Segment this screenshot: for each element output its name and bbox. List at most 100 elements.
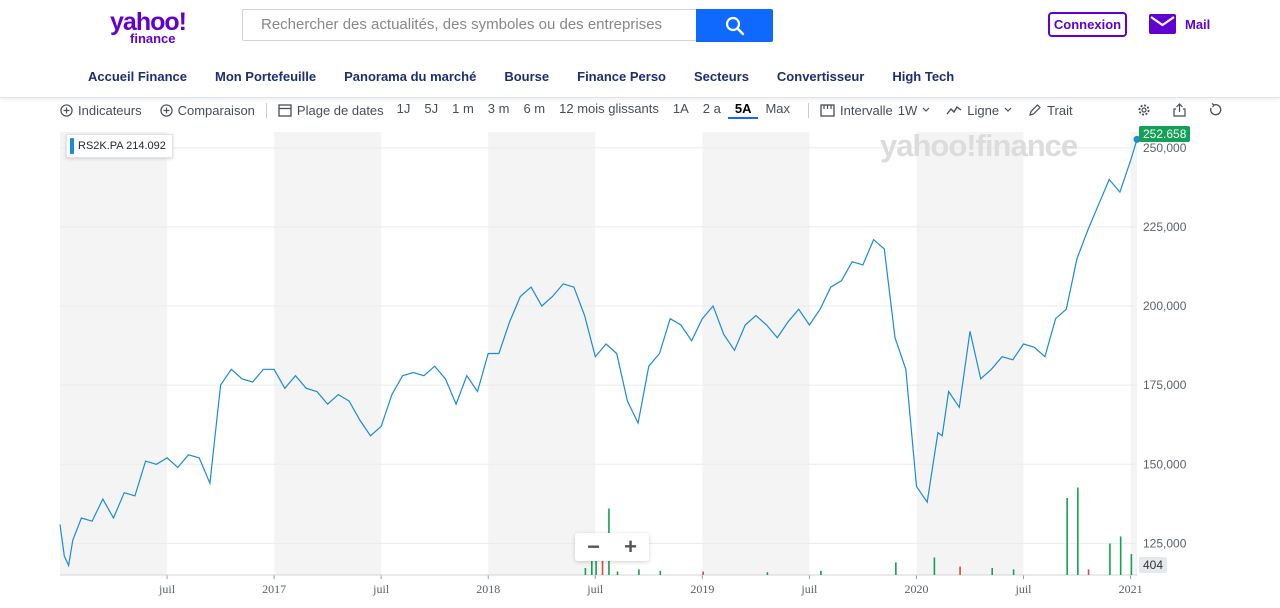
- range-option-0[interactable]: 1J: [396, 101, 411, 116]
- chart-canvas[interactable]: 125,000 150,000 175,000 200,000 225,000 250,0…: [0, 124, 1280, 608]
- chart-watermark: yahoo!finance: [880, 128, 1078, 163]
- signin-button[interactable]: Connexion: [1048, 12, 1127, 37]
- ticker-symbol: RS2K.PA: [78, 140, 124, 152]
- indicators-button[interactable]: Indicateurs: [60, 103, 142, 118]
- nav-item-6[interactable]: Convertisseur: [776, 69, 865, 84]
- plus-circle-icon: [60, 103, 73, 117]
- price-chart[interactable]: 125,000 150,000 175,000 200,000 225,000 250,0…: [0, 124, 1280, 608]
- volume-bar: [1077, 487, 1079, 575]
- range-option-1[interactable]: 5J: [424, 101, 439, 116]
- reset-button[interactable]: [1208, 103, 1222, 117]
- logo-brand: yahoo!: [110, 8, 187, 36]
- volume-bar: [959, 566, 961, 575]
- volume-bar: [616, 571, 619, 575]
- chart-toolbar: Indicateurs Comparaison Plage de dates 1…: [60, 99, 1230, 121]
- volume-bar: [601, 547, 604, 575]
- range-option-8[interactable]: 5A: [727, 101, 759, 119]
- share-button[interactable]: [1173, 103, 1186, 117]
- comparison-button[interactable]: Comparaison: [159, 102, 255, 118]
- volume-bar: [584, 568, 587, 575]
- chart-band: [60, 132, 168, 575]
- interval-label: Intervalle: [840, 102, 893, 118]
- calendar-icon: [278, 104, 292, 117]
- date-range-button[interactable]: Plage de dates: [278, 103, 384, 118]
- gear-icon: [1138, 104, 1150, 116]
- y-tick-label: 225,000: [1143, 220, 1187, 234]
- logo-sub: finance: [130, 31, 176, 46]
- range-option-6[interactable]: 1A: [672, 101, 689, 116]
- volume-bar: [1012, 569, 1015, 575]
- plus-circle-icon: [159, 103, 173, 117]
- range-option-2[interactable]: 1 m: [452, 101, 474, 116]
- volume-bar: [933, 557, 936, 575]
- y-tick-label: 150,000: [1143, 457, 1187, 471]
- last-price-dot: [1133, 135, 1141, 143]
- chart-band: [274, 132, 382, 575]
- draw-label: Trait: [1047, 102, 1073, 118]
- x-tick-label: juil: [372, 582, 390, 596]
- x-tick-label: 2018: [476, 582, 500, 596]
- reset-icon: [1210, 103, 1222, 116]
- ticker-legend[interactable]: RS2K.PA 214.092: [66, 134, 173, 158]
- chevron-down-icon: [922, 107, 930, 112]
- volume-bar: [702, 571, 704, 575]
- toolbar-divider: [265, 102, 267, 118]
- nav-item-2[interactable]: Panorama du marché: [344, 69, 477, 84]
- nav-item-1[interactable]: Mon Portefeuille: [214, 69, 317, 84]
- x-tick-label: 2019: [690, 582, 714, 596]
- y-tick-label: 250,000: [1143, 141, 1187, 155]
- last-price-badge: 252.658: [1139, 126, 1191, 142]
- x-tick-label: 2020: [904, 582, 928, 596]
- nav-item-3[interactable]: Bourse: [504, 69, 550, 84]
- zoom-out-button[interactable]: −: [587, 534, 600, 559]
- range-option-4[interactable]: 6 m: [523, 101, 546, 116]
- chevron-down-icon: [1004, 107, 1012, 112]
- ticker-value: 214.092: [126, 140, 166, 152]
- range-option-5[interactable]: 12 mois glissants: [559, 101, 659, 116]
- volume-bar: [638, 569, 640, 575]
- volume-badge: 404: [1139, 557, 1168, 573]
- x-tick-label: juil: [800, 582, 818, 596]
- yahoo-finance-logo[interactable]: yahoo! finance: [102, 8, 194, 46]
- x-tick-label: 2021: [1119, 582, 1143, 596]
- pencil-icon: [1029, 104, 1041, 116]
- chart-band: [488, 132, 596, 575]
- range-option-3[interactable]: 3 m: [487, 101, 510, 116]
- draw-button[interactable]: Trait: [1028, 103, 1073, 118]
- y-tick-label: 175,000: [1143, 378, 1187, 392]
- mail-link[interactable]: Mail: [1149, 14, 1210, 34]
- chart-type-label: Ligne: [967, 102, 1000, 118]
- volume-bar: [1119, 536, 1122, 575]
- volume-bar: [820, 570, 822, 575]
- chart-band: [1130, 132, 1137, 575]
- settings-button[interactable]: [1137, 103, 1151, 117]
- chart-type-button[interactable]: Ligne: [946, 103, 1012, 118]
- search-button[interactable]: [696, 9, 773, 42]
- main-nav: Accueil Finance Mon Portefeuille Panorama …: [74, 69, 968, 84]
- nav-item-7[interactable]: High Tech: [892, 69, 955, 84]
- indicators-label: Indicateurs: [78, 102, 142, 118]
- share-icon: [1173, 103, 1186, 117]
- x-tick-label: juil: [586, 582, 604, 596]
- search-input[interactable]: Rechercher des actualités, des symboles …: [242, 9, 697, 41]
- volume-bar: [1066, 498, 1068, 575]
- interval-button[interactable]: Intervalle 1W: [820, 103, 930, 118]
- y-tick-label: 125,000: [1143, 536, 1187, 550]
- search-icon: [725, 16, 744, 35]
- volume-bar: [595, 550, 597, 575]
- range-option-7[interactable]: 2 a: [702, 101, 721, 116]
- range-option-9[interactable]: Max: [765, 101, 791, 116]
- x-tick-label: juil: [158, 582, 176, 596]
- volume-bar: [1109, 543, 1111, 575]
- nav-item-4[interactable]: Finance Perso: [577, 69, 666, 84]
- nav-item-0[interactable]: Accueil Finance: [88, 69, 187, 84]
- x-tick-label: juil: [1015, 582, 1033, 596]
- nav-item-5[interactable]: Secteurs: [694, 69, 749, 84]
- mail-label: Mail: [1185, 16, 1211, 32]
- range-selector: 1J 5J 1 m 3 m 6 m 12 mois glissants 1A 2 a 5A Max: [390, 101, 797, 119]
- zoom-in-button[interactable]: +: [624, 534, 637, 559]
- volume-bar: [895, 562, 897, 575]
- comparison-label: Comparaison: [177, 102, 255, 118]
- volume-bar: [659, 570, 662, 575]
- chart-band: [916, 132, 1024, 575]
